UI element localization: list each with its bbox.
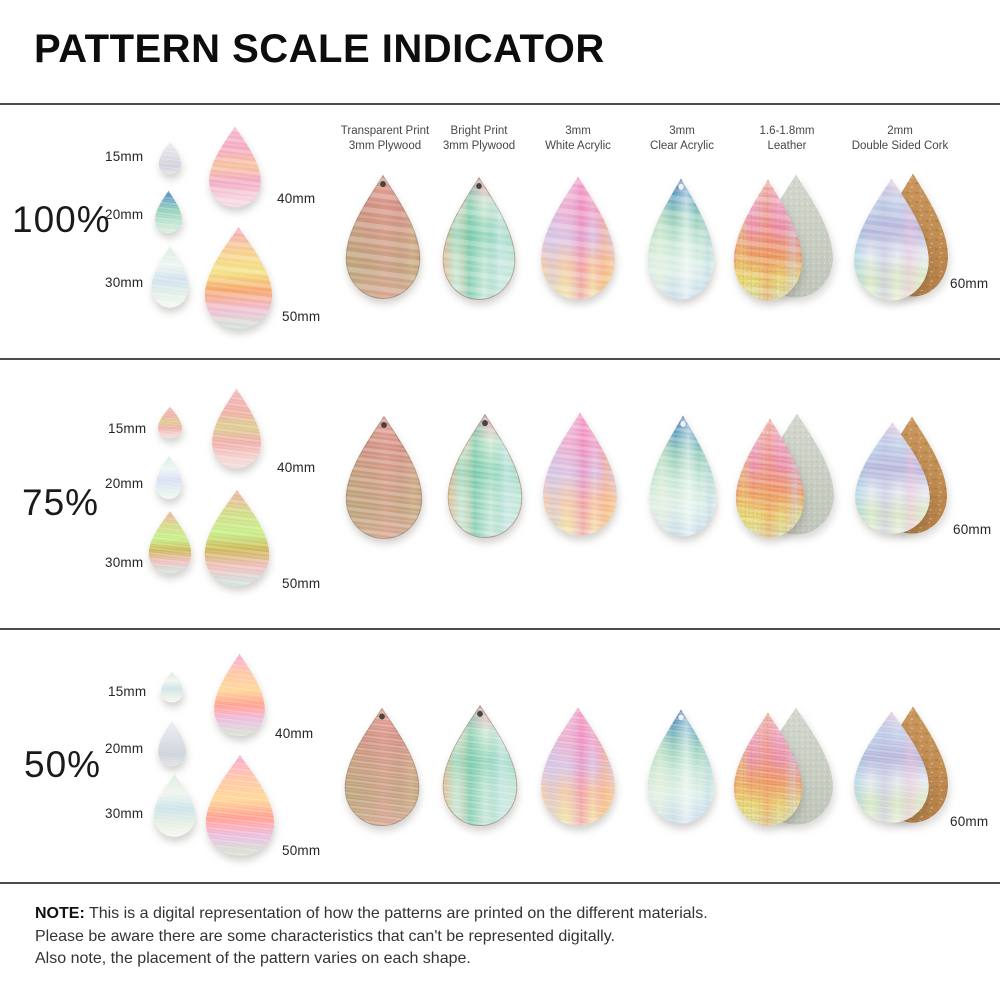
sample-75-transparent-plywood — [345, 416, 423, 539]
divider-row2-row3 — [0, 628, 1000, 630]
size-label-30mm: 30mm — [105, 806, 144, 821]
material-header-transparent-plywood: Transparent Print 3mm Plywood — [320, 124, 450, 154]
size-sample-50-50mm — [205, 755, 275, 856]
size-label-40mm: 40mm — [277, 460, 316, 475]
note-line-2: Please be aware there are some character… — [35, 927, 615, 945]
size-label-15mm: 15mm — [108, 684, 147, 699]
scale-percentage-label: 50% — [24, 744, 102, 785]
size-label-40mm: 40mm — [275, 726, 314, 741]
material-header-cork: 2mm Double Sided Cork — [835, 124, 965, 154]
sample-50-cork-front — [854, 711, 929, 823]
sample-100-bright-plywood — [442, 177, 516, 300]
note-label: NOTE: — [35, 905, 85, 922]
material-header-line2: Leather — [767, 140, 807, 153]
size-label-50mm: 50mm — [282, 576, 321, 591]
note-line-3: Also note, the placement of the pattern … — [35, 950, 471, 968]
material-header-line2: Clear Acrylic — [650, 140, 714, 153]
material-header-line2: Double Sided Cork — [851, 140, 949, 153]
size-label-60mm: 60mm — [953, 522, 992, 537]
size-label-15mm: 15mm — [108, 421, 147, 436]
sample-50-transparent-plywood — [344, 707, 420, 827]
size-sample-50-40mm — [214, 653, 265, 737]
sample-50-white-acrylic — [541, 707, 615, 826]
size-label-50mm: 50mm — [282, 843, 321, 858]
material-header-line2: 3mm Plywood — [442, 140, 516, 153]
size-label-30mm: 30mm — [105, 275, 144, 290]
divider-top — [0, 103, 1000, 105]
page-title: PATTERN SCALE INDICATOR — [34, 27, 605, 71]
sample-50-leather-front — [733, 712, 803, 826]
material-header-white-acrylic: 3mm White Acrylic — [513, 124, 643, 154]
material-header-line1: Bright Print — [450, 125, 508, 137]
scale-percentage-label: 100% — [12, 199, 111, 240]
sample-50-bright-plywood — [442, 705, 518, 826]
material-header-line1: 2mm — [887, 125, 913, 137]
material-header-line1: 1.6-1.8mm — [759, 125, 815, 137]
size-label-40mm: 40mm — [277, 191, 316, 206]
size-sample-50-30mm — [153, 774, 196, 837]
sample-100-clear-acrylic — [647, 178, 715, 300]
scale-percentage-label: 75% — [22, 482, 100, 523]
material-header-line2: White Acrylic — [545, 140, 611, 153]
note-text-1: This is a digital representation of how … — [88, 905, 708, 922]
divider-row1-row2 — [0, 358, 1000, 360]
material-header-line1: 3mm — [565, 125, 591, 137]
size-label-15mm: 15mm — [105, 149, 144, 164]
material-header-line1: Transparent Print — [340, 125, 430, 137]
size-label-50mm: 50mm — [282, 309, 321, 324]
size-sample-50-15mm — [160, 671, 184, 703]
divider-bottom — [0, 882, 1000, 884]
sample-100-transparent-plywood — [345, 175, 421, 299]
material-header-line2: 3mm Plywood — [348, 140, 422, 153]
material-header-leather: 1.6-1.8mm Leather — [722, 124, 852, 154]
size-label-20mm: 20mm — [105, 741, 144, 756]
sample-75-bright-plywood — [447, 414, 523, 538]
sample-50-clear-acrylic — [647, 709, 715, 824]
size-label-60mm: 60mm — [950, 276, 989, 291]
size-label-20mm: 20mm — [105, 476, 144, 491]
sample-75-clear-acrylic — [649, 415, 717, 537]
material-header-line1: 3mm — [669, 125, 695, 137]
note-line-1: NOTE: This is a digital representation o… — [35, 903, 708, 926]
material-header-bright-plywood: Bright Print 3mm Plywood — [414, 124, 544, 154]
size-sample-50-20mm — [158, 720, 186, 767]
size-label-20mm: 20mm — [105, 207, 144, 222]
material-header-clear-acrylic: 3mm Clear Acrylic — [617, 124, 747, 154]
size-label-30mm: 30mm — [105, 555, 144, 570]
note-block: NOTE: This is a digital representation o… — [35, 903, 708, 971]
size-label-60mm: 60mm — [950, 814, 989, 829]
